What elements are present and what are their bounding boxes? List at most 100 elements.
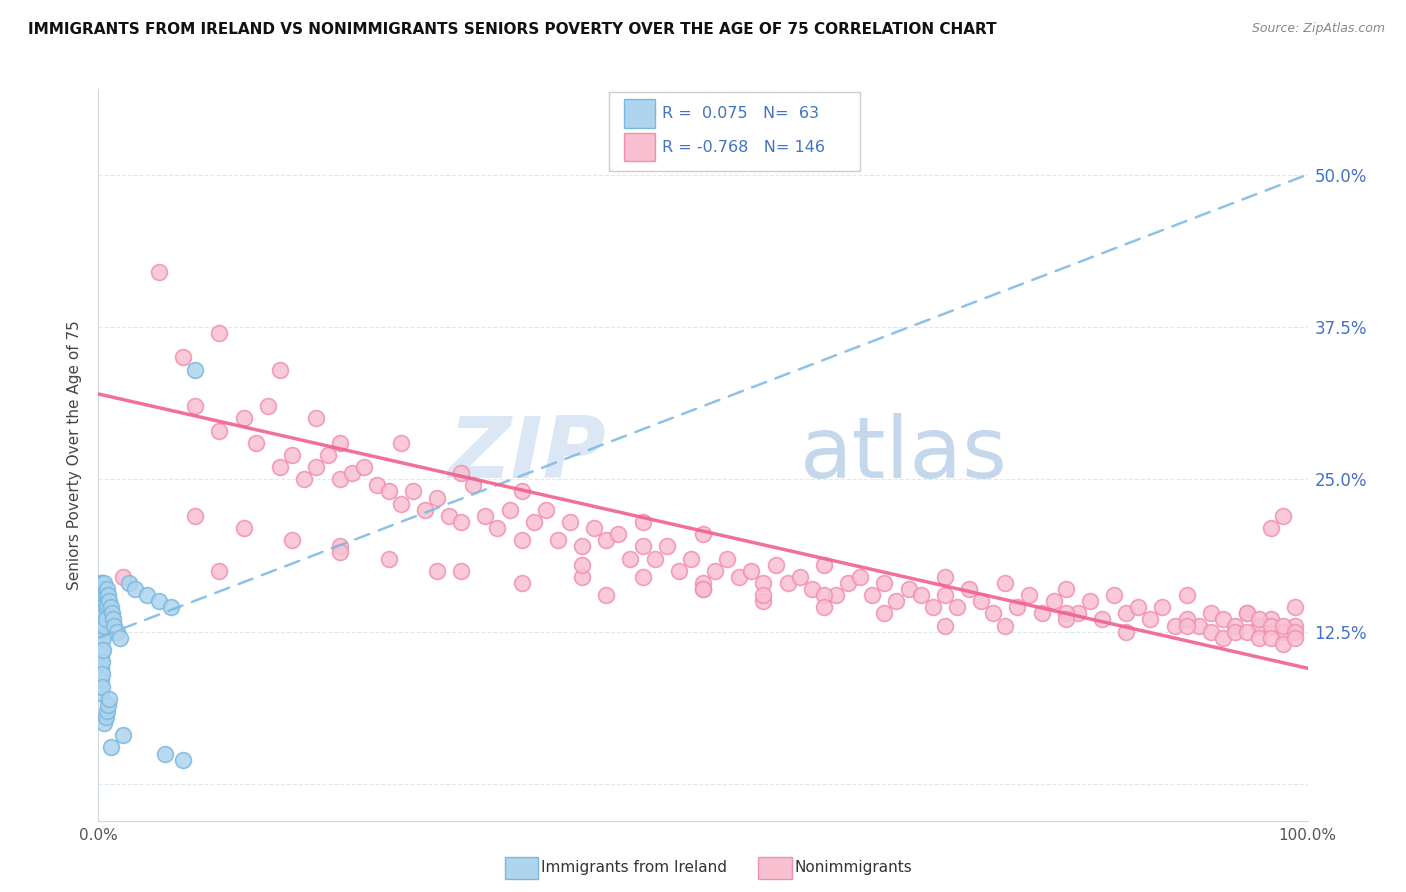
Point (329, 472, 352, 486)
Point (245, 435, 267, 450)
Point (89, 600, 111, 615)
Point (91, 618, 114, 632)
Point (91, 588, 114, 602)
Point (921, 600, 943, 615)
Point (1272, 508, 1295, 523)
Point (1152, 600, 1174, 615)
Point (655, 539, 678, 553)
Point (91, 607, 114, 621)
Point (90, 661, 112, 675)
Text: IMMIGRANTS FROM IRELAND VS NONIMMIGRANTS SENIORS POVERTY OVER THE AGE OF 75 CORR: IMMIGRANTS FROM IRELAND VS NONIMMIGRANTS… (28, 22, 997, 37)
Point (970, 594, 993, 608)
Text: atlas: atlas (800, 413, 1008, 497)
Point (1249, 631, 1271, 645)
Point (103, 618, 125, 632)
Point (510, 533, 533, 548)
Point (148, 594, 170, 608)
Point (752, 594, 775, 608)
Point (860, 588, 883, 602)
Point (607, 527, 630, 541)
Point (316, 448, 339, 462)
Point (1054, 582, 1077, 596)
Point (91, 607, 114, 621)
Point (776, 576, 799, 591)
Point (1223, 624, 1246, 639)
Point (100, 740, 122, 755)
Point (413, 503, 436, 517)
Point (1078, 594, 1101, 608)
Point (184, 399, 207, 413)
Point (94, 600, 117, 615)
Point (957, 582, 980, 596)
Point (934, 570, 956, 584)
Point (91, 594, 114, 608)
Point (98, 691, 121, 706)
Point (91, 597, 114, 611)
Point (1163, 618, 1185, 632)
Point (897, 582, 920, 596)
Point (813, 558, 835, 572)
Point (91, 680, 114, 694)
Point (101, 612, 124, 626)
Point (1272, 637, 1295, 651)
Point (571, 558, 593, 572)
Point (292, 472, 315, 486)
Point (111, 728, 134, 742)
Point (426, 564, 449, 578)
Point (93, 588, 115, 602)
Point (1249, 618, 1271, 632)
Point (160, 600, 183, 615)
Point (91, 667, 114, 681)
Y-axis label: Seniors Poverty Over the Age of 75: Seniors Poverty Over the Age of 75 (67, 320, 83, 590)
Point (402, 484, 425, 499)
Point (523, 515, 546, 529)
Point (994, 618, 1017, 632)
Point (813, 600, 835, 615)
Point (765, 558, 787, 572)
Point (89, 637, 111, 651)
Point (256, 399, 278, 413)
Point (1284, 624, 1306, 639)
Point (571, 539, 593, 553)
Point (716, 551, 738, 566)
Point (135, 588, 157, 602)
Point (1115, 607, 1137, 621)
Point (789, 570, 811, 584)
Point (934, 618, 956, 632)
Point (90, 649, 112, 664)
Point (148, 265, 170, 279)
Point (498, 503, 520, 517)
Point (305, 411, 328, 425)
Point (1102, 588, 1125, 602)
Point (752, 576, 775, 591)
Point (118, 576, 141, 591)
Point (153, 747, 176, 761)
Point (486, 521, 509, 535)
Point (1236, 624, 1258, 639)
Point (740, 564, 762, 578)
Point (571, 570, 593, 584)
Point (1175, 588, 1198, 602)
Point (96, 597, 118, 611)
Point (668, 564, 690, 578)
Point (825, 588, 848, 602)
Point (98, 594, 121, 608)
Point (389, 497, 412, 511)
Point (1139, 612, 1161, 626)
Point (89, 588, 111, 602)
Point (692, 582, 714, 596)
Point (1054, 612, 1077, 626)
Point (1091, 612, 1114, 626)
Point (558, 515, 581, 529)
Point (873, 607, 896, 621)
Point (704, 564, 727, 578)
Point (1031, 607, 1053, 621)
Point (1175, 612, 1198, 626)
Point (1199, 624, 1222, 639)
Point (305, 460, 328, 475)
Text: Immigrants from Ireland: Immigrants from Ireland (541, 861, 727, 875)
Point (692, 527, 714, 541)
Point (377, 484, 399, 499)
Point (1272, 624, 1295, 639)
Point (1115, 624, 1137, 639)
